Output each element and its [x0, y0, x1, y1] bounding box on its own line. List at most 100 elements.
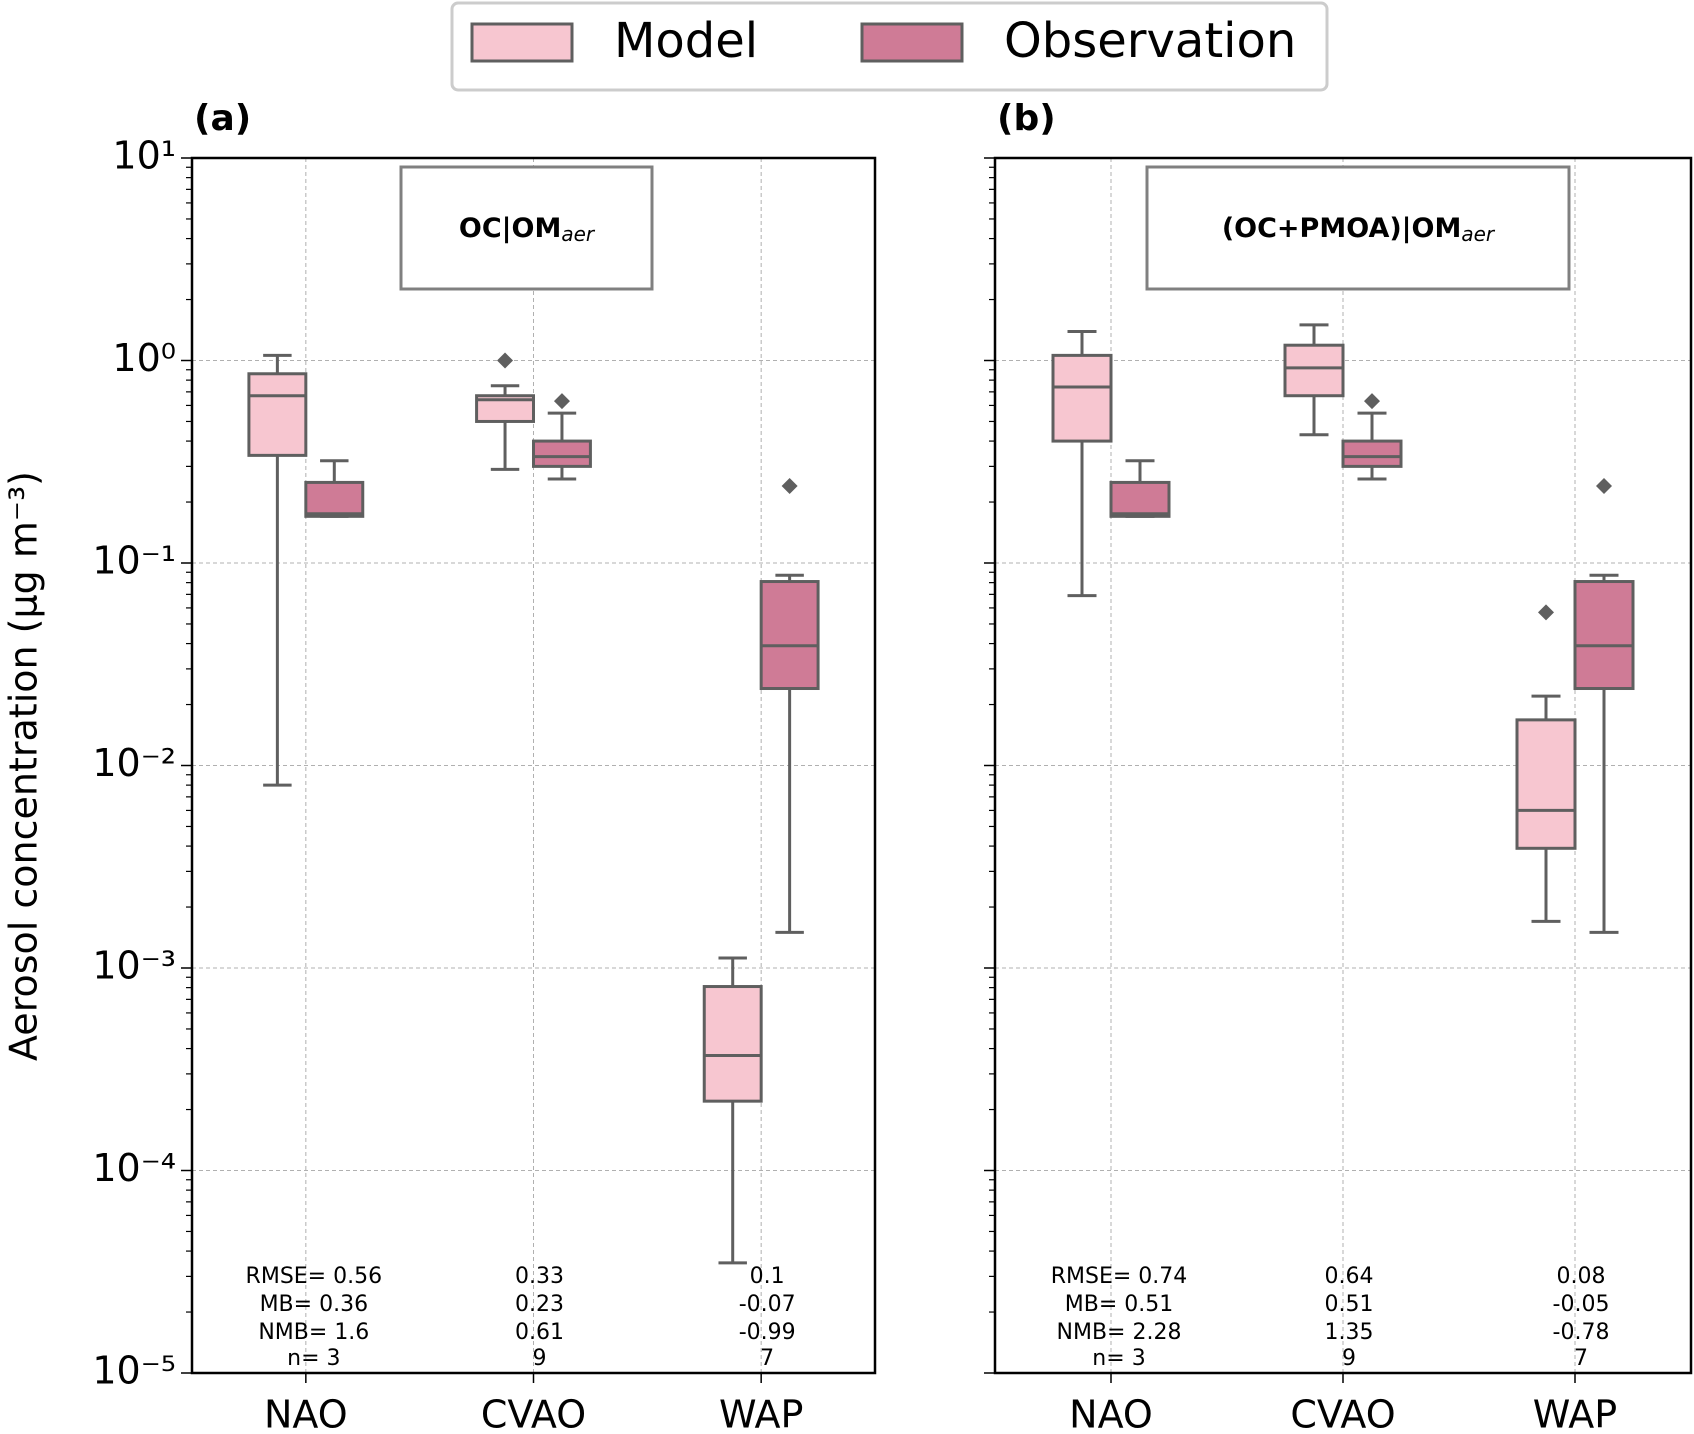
stat-text: 1.35 — [1325, 1320, 1374, 1345]
stat-text: n= 3 — [1092, 1346, 1145, 1371]
stat-text: NMB= 1.6 — [258, 1320, 369, 1345]
y-tick-label: 10⁻³ — [92, 944, 176, 988]
x-tick-label: NAO — [1069, 1393, 1153, 1434]
stat-value: 3 — [327, 1346, 341, 1371]
annotation-sub: aer — [561, 222, 596, 246]
stat-value: 0.08 — [1557, 1264, 1606, 1289]
box — [1283, 343, 1345, 398]
stat-text: NMB= 2.28 — [1057, 1320, 1182, 1345]
stat-label: RMSE= — [1051, 1264, 1132, 1289]
stat-value: 7 — [760, 1346, 774, 1371]
stat-text: 0.23 — [515, 1292, 564, 1317]
box-group — [532, 393, 592, 481]
stat-text: n= 3 — [287, 1346, 340, 1371]
stat-text: 9 — [1342, 1346, 1356, 1371]
box-group — [475, 352, 536, 471]
stat-label: n= — [287, 1346, 319, 1371]
outlier — [1364, 393, 1380, 410]
stat-value: 1.35 — [1325, 1320, 1374, 1345]
box — [1341, 439, 1403, 468]
stat-text: 0.51 — [1325, 1292, 1374, 1317]
box — [1051, 353, 1113, 443]
y-tick-label: 10⁰ — [112, 336, 176, 380]
panel-label: (a) — [194, 98, 251, 139]
annotation-main: (OC+PMOA)|OM — [1222, 213, 1462, 244]
stat-label: NMB= — [258, 1320, 327, 1345]
annotation-box — [1145, 165, 1571, 291]
outlier — [781, 478, 798, 495]
box-group — [1341, 393, 1403, 481]
box — [1109, 480, 1171, 518]
stat-label: n= — [1092, 1346, 1124, 1371]
stat-value: -0.99 — [739, 1320, 796, 1345]
stat-value: 0.64 — [1325, 1264, 1374, 1289]
box — [759, 580, 820, 691]
box-group — [304, 459, 365, 518]
stat-text: 0.33 — [515, 1264, 564, 1289]
box-group — [1109, 459, 1171, 518]
annotation-sub: aer — [1461, 222, 1496, 246]
box-group — [759, 478, 820, 934]
box — [702, 985, 763, 1103]
stat-value: 3 — [1132, 1346, 1146, 1371]
stat-text: 0.1 — [750, 1264, 785, 1289]
stat-text: RMSE= 0.74 — [1051, 1264, 1188, 1289]
outlier — [1596, 478, 1612, 495]
annotation-title: OC|OMaer — [459, 213, 596, 246]
box — [532, 439, 592, 468]
box — [1573, 580, 1635, 691]
x-tick-label: CVAO — [1290, 1393, 1395, 1434]
stat-value: 7 — [1574, 1346, 1588, 1371]
stat-value: 9 — [1342, 1346, 1356, 1371]
panel-label: (b) — [997, 98, 1056, 139]
stat-text: 0.61 — [515, 1320, 564, 1345]
box-group — [1051, 330, 1113, 598]
stat-value: 0.56 — [333, 1264, 382, 1289]
outlier — [1538, 604, 1554, 621]
stat-value: 9 — [533, 1346, 547, 1371]
x-tick-label: NAO — [264, 1393, 348, 1434]
box — [247, 372, 308, 457]
stat-text: -0.07 — [739, 1292, 796, 1317]
stat-label: MB= — [1065, 1292, 1118, 1317]
y-tick-label: 10⁻⁵ — [92, 1349, 176, 1393]
x-tick-label: CVAO — [481, 1393, 586, 1434]
stat-value: 0.33 — [515, 1264, 564, 1289]
stat-value: 0.74 — [1138, 1264, 1187, 1289]
stat-text: MB= 0.36 — [260, 1292, 369, 1317]
legend-label: Observation — [1004, 13, 1296, 69]
stat-text: 7 — [760, 1346, 774, 1371]
stat-value: 0.61 — [515, 1320, 564, 1345]
box-group — [1283, 323, 1345, 437]
legend-swatch — [470, 22, 574, 63]
stat-text: 0.64 — [1325, 1264, 1374, 1289]
stat-text: RMSE= 0.56 — [246, 1264, 383, 1289]
stat-text: MB= 0.51 — [1065, 1292, 1174, 1317]
stat-value: 0.23 — [515, 1292, 564, 1317]
legend-swatch — [860, 22, 964, 63]
x-tick-label: WAP — [1533, 1393, 1617, 1434]
stat-label: NMB= — [1057, 1320, 1126, 1345]
stat-value: -0.78 — [1553, 1320, 1610, 1345]
stat-value: 0.36 — [319, 1292, 368, 1317]
stat-text: -0.05 — [1553, 1292, 1610, 1317]
outlier — [553, 393, 570, 410]
stat-text: -0.78 — [1553, 1320, 1610, 1345]
box — [1515, 718, 1577, 850]
stat-label: MB= — [260, 1292, 313, 1317]
y-tick-label: 10⁻⁴ — [92, 1146, 176, 1190]
box-group — [247, 353, 308, 787]
box-group — [702, 956, 763, 1265]
x-tick-label: WAP — [719, 1393, 803, 1434]
stat-label: RMSE= — [246, 1264, 327, 1289]
stat-text: 0.08 — [1557, 1264, 1606, 1289]
stat-value: 0.1 — [750, 1264, 785, 1289]
stat-value: 2.28 — [1132, 1320, 1181, 1345]
annotation-title: (OC+PMOA)|OMaer — [1222, 213, 1496, 246]
y-axis-label: Aerosol concentration (µg m⁻³) — [2, 471, 46, 1061]
box — [304, 480, 365, 518]
stat-value: 0.51 — [1325, 1292, 1374, 1317]
stat-text: 7 — [1574, 1346, 1588, 1371]
stat-text: 9 — [533, 1346, 547, 1371]
